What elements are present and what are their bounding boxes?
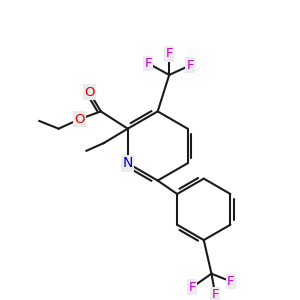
Text: N: N [123, 156, 133, 170]
Text: O: O [84, 86, 94, 99]
Text: O: O [74, 112, 85, 126]
Text: F: F [144, 57, 152, 70]
Text: F: F [187, 59, 194, 72]
Text: F: F [212, 288, 219, 300]
Text: F: F [188, 280, 196, 294]
Text: F: F [166, 47, 173, 60]
Text: F: F [227, 275, 234, 288]
